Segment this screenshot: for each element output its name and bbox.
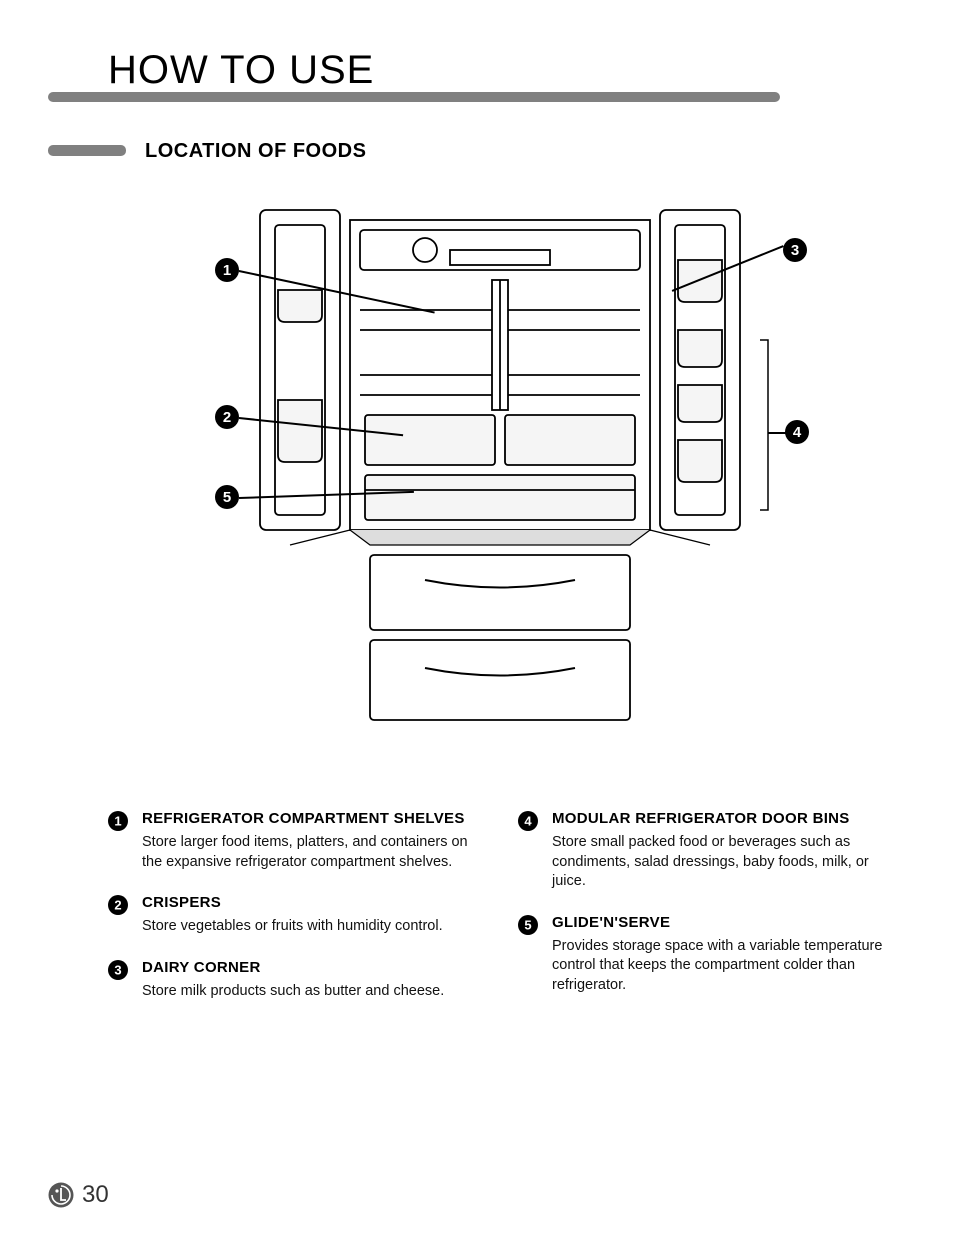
number-badge-icon: 1: [108, 811, 128, 831]
number-badge-icon: 2: [108, 895, 128, 915]
number-badge-icon: 3: [108, 960, 128, 980]
descriptions-left-column: 1 REFRIGERATOR COMPARTMENT SHELVES Store…: [108, 810, 488, 1001]
title-underline: [48, 92, 780, 102]
description-text: Store small packed food or beverages suc…: [552, 833, 898, 892]
description-heading: REFRIGERATOR COMPARTMENT SHELVES: [142, 810, 488, 827]
description-heading: DAIRY CORNER: [142, 959, 488, 976]
svg-text:2: 2: [114, 898, 121, 913]
descriptions-right-column: 4 MODULAR REFRIGERATOR DOOR BINS Store s…: [518, 810, 898, 1001]
section-title: LOCATION OF FOODS: [145, 140, 366, 163]
description-text: Store vegetables or fruits with humidity…: [142, 917, 488, 937]
page-title: HOW TO USE: [108, 48, 374, 93]
description-item: 5 GLIDE'N'SERVE Provides storage space w…: [518, 914, 898, 996]
lg-logo-icon: [48, 1182, 74, 1208]
description-item: 2 CRISPERS Store vegetables or fruits wi…: [108, 894, 488, 937]
svg-text:1: 1: [114, 814, 121, 829]
description-heading: GLIDE'N'SERVE: [552, 914, 898, 931]
description-text: Store milk products such as butter and c…: [142, 982, 488, 1002]
descriptions: 1 REFRIGERATOR COMPARTMENT SHELVES Store…: [108, 810, 898, 1001]
description-heading: CRISPERS: [142, 894, 488, 911]
number-badge-icon: 4: [518, 811, 538, 831]
description-item: 1 REFRIGERATOR COMPARTMENT SHELVES Store…: [108, 810, 488, 872]
description-text: Provides storage space with a variable t…: [552, 937, 898, 996]
section-bullet: [48, 145, 126, 156]
svg-text:5: 5: [524, 917, 531, 932]
svg-text:4: 4: [524, 814, 532, 829]
page-footer: 30: [48, 1181, 109, 1209]
svg-text:3: 3: [114, 962, 121, 977]
number-badge-icon: 5: [518, 915, 538, 935]
description-item: 4 MODULAR REFRIGERATOR DOOR BINS Store s…: [518, 810, 898, 892]
description-heading: MODULAR REFRIGERATOR DOOR BINS: [552, 810, 898, 827]
refrigerator-diagram: 1 2 5 3 4: [200, 200, 800, 740]
description-item: 3 DAIRY CORNER Store milk products such …: [108, 959, 488, 1002]
description-text: Store larger food items, platters, and c…: [142, 833, 488, 872]
page-number: 30: [82, 1181, 109, 1209]
